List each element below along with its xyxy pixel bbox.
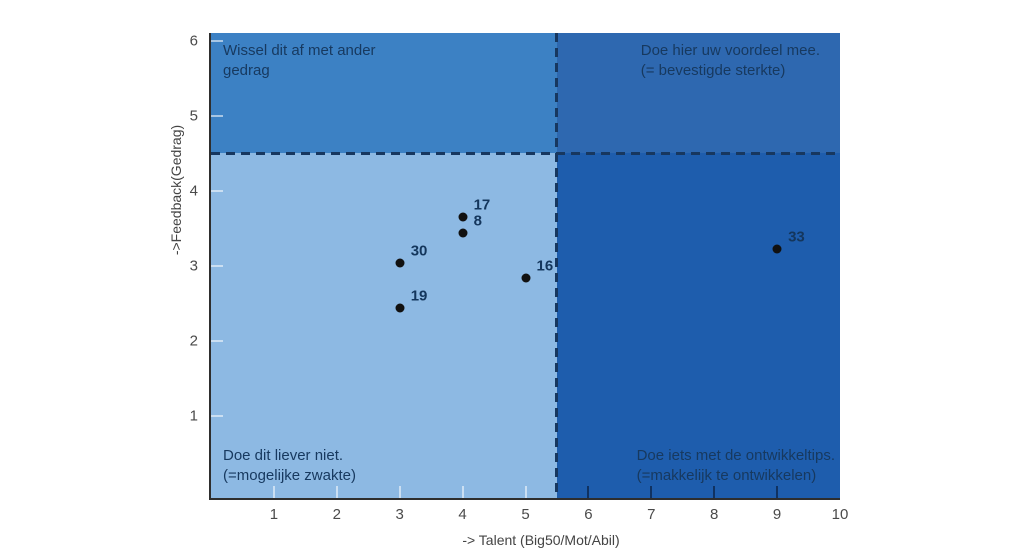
- x-tick-mark: [461, 486, 464, 498]
- quadrant-label-top-left: Wissel dit af met ander gedrag: [223, 42, 376, 79]
- data-point: [395, 303, 405, 313]
- x-tick-label: 3: [395, 506, 404, 523]
- quadrant-bottom-left: [211, 153, 557, 498]
- quadrant-label-top-right: Doe hier uw voordeel mee. (= bevestigde …: [640, 42, 820, 79]
- y-tick-label: 1: [189, 407, 198, 424]
- x-tick-mark: [650, 486, 653, 498]
- data-point-label: 17: [473, 196, 491, 214]
- y-tick-label: 2: [189, 332, 198, 349]
- y-tick-mark: [211, 114, 223, 117]
- x-tick-mark: [398, 486, 401, 498]
- data-point-label: 30: [410, 242, 428, 260]
- quadrant-label-bottom-right: Doe iets met de ontwikkeltips. (=makkeli…: [636, 447, 835, 484]
- data-point: [395, 258, 405, 268]
- x-tick-mark: [587, 486, 590, 498]
- x-tick-label: 10: [831, 506, 849, 523]
- x-tick-label: 2: [332, 506, 341, 523]
- x-tick-mark: [524, 486, 527, 498]
- quadrant-bottom-right: [556, 153, 840, 498]
- quadrant-top-right: [556, 33, 840, 153]
- y-tick-mark: [211, 264, 223, 267]
- x-axis-label: -> Talent (Big50/Mot/Abil): [462, 532, 620, 548]
- quadrant-top-left: [211, 33, 557, 153]
- divider-line-vertical: [555, 33, 559, 498]
- y-tick-label: 6: [189, 32, 198, 49]
- y-tick-mark: [211, 189, 223, 192]
- divider-line-horizontal: [211, 151, 840, 155]
- data-point-label: 8: [473, 212, 482, 230]
- data-point-label: 16: [536, 257, 554, 275]
- data-point: [772, 244, 782, 254]
- y-tick-label: 5: [189, 107, 198, 124]
- x-tick-label: 7: [647, 506, 656, 523]
- data-point: [458, 212, 468, 222]
- quadrant-label-bottom-left: Doe dit liever niet. (=mogelijke zwakte): [223, 447, 356, 484]
- x-tick-mark: [776, 486, 779, 498]
- x-tick-mark: [272, 486, 275, 498]
- data-point: [458, 228, 468, 238]
- x-tick-mark: [713, 486, 716, 498]
- y-tick-label: 4: [189, 182, 198, 199]
- x-tick-label: 4: [458, 506, 467, 523]
- data-point-label: 33: [788, 228, 805, 246]
- x-tick-label: 1: [269, 506, 279, 523]
- data-point: [521, 273, 530, 283]
- x-tick-mark: [335, 486, 338, 498]
- x-tick-label: 6: [584, 506, 593, 523]
- y-tick-mark: [211, 414, 223, 417]
- y-tick-mark: [211, 39, 223, 42]
- plot-area: Wissel dit af met ander gedrag Doe hier u…: [190, 32, 849, 523]
- x-tick-label: 8: [710, 506, 719, 523]
- data-point-label: 19: [410, 287, 428, 305]
- y-tick-label: 3: [189, 257, 198, 274]
- y-tick-mark: [211, 339, 223, 342]
- x-tick-label: 5: [521, 506, 530, 523]
- x-tick-label: 9: [772, 506, 782, 523]
- y-axis-label: ->Feedback(Gedrag): [168, 124, 184, 256]
